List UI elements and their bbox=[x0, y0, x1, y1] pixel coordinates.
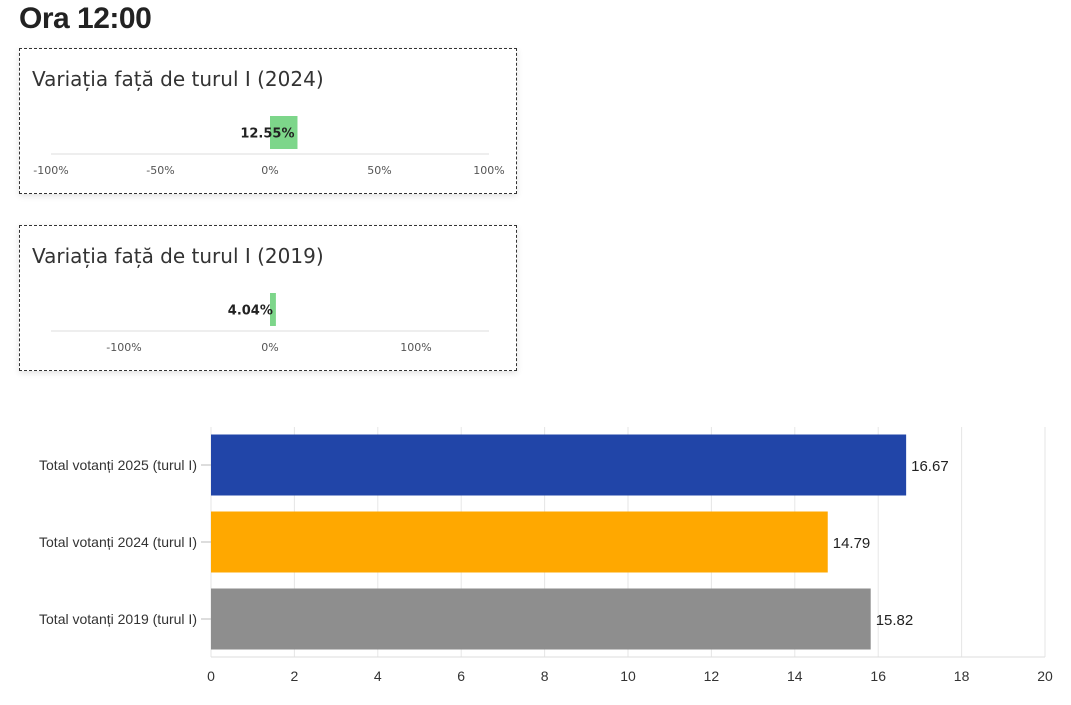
variation-2019-value-label: 4.04% bbox=[228, 304, 273, 319]
voters-bar-chart: 0 2 4 6 8 10 12 14 16 18 20 Total votanți 2025 (tur… bbox=[39, 427, 1053, 684]
variation-2024-tick-label: -100% bbox=[33, 164, 68, 177]
variation-2024-tick-label: -50% bbox=[146, 164, 174, 177]
variation-2024-value-label: 12.55% bbox=[240, 127, 294, 142]
variation-2019-tick-label: 100% bbox=[400, 341, 431, 354]
bar-value-label: 15.82 bbox=[876, 612, 914, 629]
bar bbox=[211, 434, 907, 496]
x-tick-label: 16 bbox=[870, 668, 886, 684]
variation-2024-card: Variația față de turul I (2024) -100% -50… bbox=[19, 48, 517, 194]
bar-value-label: 16.67 bbox=[911, 458, 949, 475]
x-tick-label: 0 bbox=[207, 668, 215, 684]
variation-2024-tick-label: 50% bbox=[367, 164, 391, 177]
x-tick-label: 18 bbox=[954, 668, 970, 684]
variation-2019-title: Variația față de turul I (2019) bbox=[32, 244, 324, 268]
variation-2024-tick-label: 0% bbox=[261, 164, 278, 177]
bar-value-label: 14.79 bbox=[833, 535, 871, 552]
variation-2019-tick-label: 0% bbox=[261, 341, 278, 354]
x-tick-label: 6 bbox=[457, 668, 465, 684]
variation-2024-bar bbox=[270, 116, 298, 149]
x-tick-label: 4 bbox=[374, 668, 382, 684]
variation-2019-tick-label: -100% bbox=[106, 341, 141, 354]
variation-2024-tick-label: 100% bbox=[473, 164, 504, 177]
x-tick-label: 10 bbox=[620, 668, 636, 684]
variation-2019-bar bbox=[270, 293, 276, 326]
page-title: Ora 12:00 bbox=[19, 2, 152, 35]
bar bbox=[211, 511, 828, 573]
variation-2019-card: Variația față de turul I (2019) -100% 0% 1… bbox=[19, 225, 517, 371]
x-tick-label: 20 bbox=[1037, 668, 1053, 684]
bar bbox=[211, 588, 871, 650]
x-tick-label: 2 bbox=[291, 668, 299, 684]
x-tick-label: 14 bbox=[787, 668, 803, 684]
variation-2024-title: Variația față de turul I (2024) bbox=[32, 67, 324, 91]
x-tick-label: 12 bbox=[704, 668, 720, 684]
category-label: Total votanți 2024 (turul I) bbox=[39, 534, 197, 550]
x-tick-label: 8 bbox=[541, 668, 549, 684]
category-label: Total votanți 2025 (turul I) bbox=[39, 457, 197, 473]
variation-2024-chart: -100% -50% 0% 50% 100% 12.55% bbox=[33, 116, 505, 177]
variation-2019-chart: -100% 0% 100% 4.04% bbox=[51, 293, 489, 354]
category-label: Total votanți 2019 (turul I) bbox=[39, 611, 197, 627]
